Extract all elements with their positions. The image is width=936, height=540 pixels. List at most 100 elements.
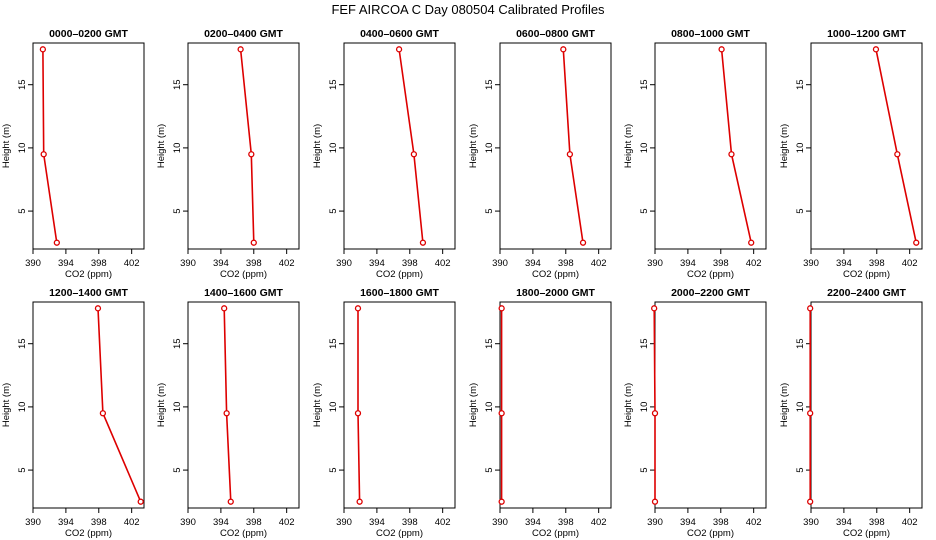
y-tick-label: 10 <box>639 143 650 154</box>
y-tick-label: 5 <box>328 208 339 213</box>
data-point <box>237 46 244 53</box>
x-tick-label: 398 <box>246 258 262 269</box>
profile-line <box>720 49 752 243</box>
profile-line <box>223 308 232 502</box>
y-tick-label: 15 <box>172 79 183 90</box>
data-point <box>354 410 362 417</box>
y-tick-label: 5 <box>795 467 806 472</box>
x-axis-label: CO2 (ppm) <box>220 269 267 280</box>
x-tick-label: 394 <box>836 517 852 528</box>
page-title: FEF AIRCOA C Day 080504 Calibrated Profi… <box>331 2 605 17</box>
y-tick-label: 15 <box>17 79 28 90</box>
x-tick-label: 402 <box>279 517 295 528</box>
profile-line <box>562 49 584 243</box>
data-point <box>498 498 505 505</box>
y-tick-label: 10 <box>17 402 28 413</box>
plot-frame <box>32 301 145 509</box>
x-tick-label: 394 <box>680 258 696 269</box>
y-axis-label: Height (m) <box>779 124 790 168</box>
plot-frame <box>343 42 456 250</box>
x-tick-label: 398 <box>558 258 574 269</box>
x-tick-label: 390 <box>647 258 663 269</box>
x-tick-label: 398 <box>91 258 107 269</box>
panel-title: 0200–0400 GMT <box>204 28 283 40</box>
x-axis-label: CO2 (ppm) <box>843 269 890 280</box>
y-tick-label: 5 <box>172 208 183 213</box>
y-tick-label: 10 <box>172 402 183 413</box>
x-tick-label: 390 <box>180 517 196 528</box>
data-point <box>248 151 255 158</box>
profile-line <box>357 308 361 502</box>
panel-title: 0400–0600 GMT <box>360 28 439 40</box>
y-tick-label: 15 <box>484 338 495 349</box>
x-tick-label: 402 <box>902 258 918 269</box>
x-tick-label: 402 <box>435 517 451 528</box>
x-tick-label: 398 <box>713 517 729 528</box>
y-tick-label: 5 <box>328 467 339 472</box>
data-point <box>807 305 814 312</box>
y-tick-label: 10 <box>484 143 495 154</box>
data-point <box>894 151 901 158</box>
x-tick-label: 394 <box>213 258 229 269</box>
y-tick-label: 5 <box>17 467 28 472</box>
plot-frame <box>499 301 612 509</box>
panel-title: 1200–1400 GMT <box>49 287 128 299</box>
x-tick-label: 390 <box>803 517 819 528</box>
data-point <box>94 305 102 312</box>
y-tick-label: 15 <box>484 79 495 90</box>
x-tick-label: 402 <box>746 258 762 269</box>
data-point <box>651 410 659 417</box>
x-tick-label: 394 <box>58 258 74 269</box>
x-tick-label: 394 <box>369 517 385 528</box>
x-axis-label: CO2 (ppm) <box>843 528 890 539</box>
data-point <box>40 151 47 158</box>
plot-frame <box>810 42 923 250</box>
x-tick-label: 394 <box>213 517 229 528</box>
data-point <box>99 410 107 417</box>
data-point <box>560 46 567 53</box>
panel-title: 1800–2000 GMT <box>516 287 595 299</box>
x-tick-label: 390 <box>336 258 352 269</box>
x-axis-label: CO2 (ppm) <box>376 528 423 539</box>
profile-line <box>97 308 142 503</box>
x-axis-label: CO2 (ppm) <box>532 528 579 539</box>
data-point <box>748 239 755 246</box>
x-tick-label: 398 <box>713 258 729 269</box>
x-tick-label: 398 <box>402 258 418 269</box>
data-point <box>419 239 427 246</box>
data-point <box>53 239 60 246</box>
data-point <box>356 498 363 505</box>
y-axis-label: Height (m) <box>623 124 634 168</box>
panel-title: 2000–2200 GMT <box>671 287 750 299</box>
y-axis-label: Height (m) <box>1 124 12 168</box>
y-tick-label: 10 <box>172 143 183 154</box>
y-tick-label: 10 <box>484 402 495 413</box>
x-tick-label: 390 <box>180 258 196 269</box>
x-tick-label: 398 <box>869 517 885 528</box>
data-point <box>807 498 814 505</box>
x-tick-label: 402 <box>746 517 762 528</box>
x-axis-label: CO2 (ppm) <box>65 269 112 280</box>
x-tick-label: 394 <box>525 258 541 269</box>
y-tick-label: 15 <box>639 79 650 90</box>
panel-title: 0600–0800 GMT <box>516 28 595 40</box>
data-point <box>566 151 574 158</box>
x-tick-label: 402 <box>124 258 140 269</box>
data-point <box>651 498 659 505</box>
data-point <box>651 305 658 312</box>
x-tick-label: 394 <box>525 517 541 528</box>
data-point <box>913 239 920 246</box>
y-axis-label: Height (m) <box>1 383 12 427</box>
data-point <box>227 498 234 505</box>
x-tick-label: 390 <box>803 258 819 269</box>
y-tick-label: 15 <box>795 338 806 349</box>
x-tick-label: 398 <box>402 517 418 528</box>
y-axis-label: Height (m) <box>779 383 790 427</box>
x-axis-label: CO2 (ppm) <box>687 269 734 280</box>
y-tick-label: 10 <box>795 402 806 413</box>
profile-line <box>398 49 424 243</box>
plot-frame <box>32 42 145 250</box>
y-tick-label: 15 <box>795 79 806 90</box>
x-tick-label: 398 <box>869 258 885 269</box>
y-tick-label: 10 <box>328 143 339 154</box>
